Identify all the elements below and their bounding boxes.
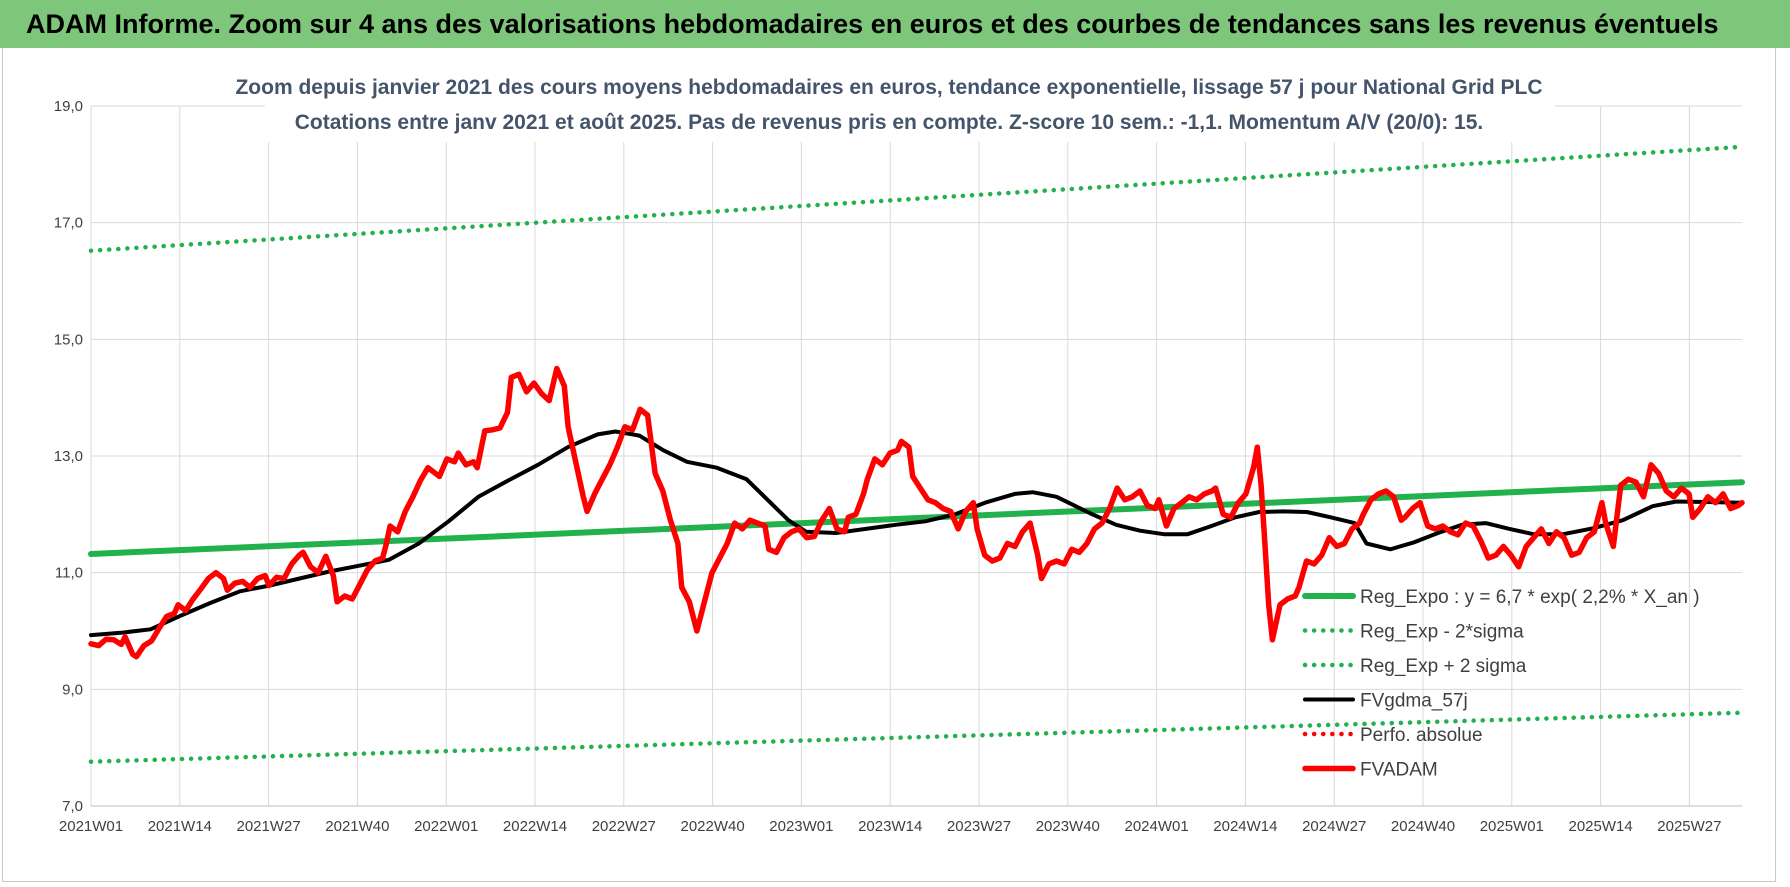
title-background xyxy=(265,66,1555,142)
x-tick-label: 2023W40 xyxy=(1036,818,1100,835)
chart-subtitle: Cotations entre janv 2021 et août 2025. … xyxy=(295,111,1483,134)
axis-layer: 7,0 9,0 11,0 13,0 15,0 17,0 19,0 2021W01 2021W14… xyxy=(54,98,1742,835)
y-tick-label: 19,0 xyxy=(54,98,83,115)
chart-title: Zoom depuis janvier 2021 des cours moyen… xyxy=(235,76,1542,99)
x-tick-label: 2025W27 xyxy=(1657,818,1721,835)
x-tick-label: 2021W27 xyxy=(236,818,300,835)
y-tick-label: 11,0 xyxy=(55,565,83,582)
x-tick-label: 2025W01 xyxy=(1480,818,1544,835)
legend-label: FVADAM xyxy=(1360,760,1438,781)
legend-label: Reg_Exp - 2*sigma xyxy=(1360,622,1524,643)
x-tick-label: 2021W40 xyxy=(325,818,389,835)
x-tick-label: 2024W14 xyxy=(1213,818,1277,835)
y-tick-label: 13,0 xyxy=(54,448,83,465)
x-tick-label: 2022W14 xyxy=(503,818,567,835)
x-tick-label: 2022W40 xyxy=(680,818,744,835)
y-tick-label: 15,0 xyxy=(54,331,83,348)
right-margin xyxy=(1778,48,1790,887)
y-tick-label: 17,0 xyxy=(54,215,83,232)
x-tick-label: 2023W27 xyxy=(947,818,1011,835)
legend-label: Reg_Expo : y = 6,7 * exp( 2,2% * X_an ) xyxy=(1360,587,1700,608)
x-tick-label: 2023W14 xyxy=(858,818,922,835)
series-line-0 xyxy=(88,479,1745,557)
x-tick-label: 2021W01 xyxy=(59,818,123,835)
legend-label: Perfo. absolue xyxy=(1360,725,1483,746)
y-tick-label: 9,0 xyxy=(62,681,83,698)
legend-label: Reg_Exp + 2 sigma xyxy=(1360,656,1527,677)
x-tick-label: 2024W01 xyxy=(1124,818,1188,835)
y-tick-label: 7,0 xyxy=(62,798,83,815)
series-line-5 xyxy=(88,365,1745,660)
series-line-2 xyxy=(88,144,1745,253)
chart-frame xyxy=(2,48,1776,882)
x-tick-label: 2023W01 xyxy=(769,818,833,835)
x-tick-label: 2024W27 xyxy=(1302,818,1366,835)
x-tick-label: 2025W14 xyxy=(1568,818,1632,835)
x-tick-label: 2021W14 xyxy=(148,818,212,835)
series-layer xyxy=(88,144,1745,764)
x-tick-label: 2024W40 xyxy=(1391,818,1455,835)
banner-title: ADAM Informe. Zoom sur 4 ans des valoris… xyxy=(26,9,1719,39)
report-banner: ADAM Informe. Zoom sur 4 ans des valoris… xyxy=(0,0,1790,48)
x-tick-label: 2022W27 xyxy=(592,818,656,835)
legend: Reg_Expo : y = 6,7 * exp( 2,2% * X_an ) R… xyxy=(1302,587,1700,781)
series-line-1 xyxy=(88,710,1745,764)
legend-label: FVgdma_57j xyxy=(1360,691,1468,712)
x-tick-label: 2022W01 xyxy=(414,818,478,835)
